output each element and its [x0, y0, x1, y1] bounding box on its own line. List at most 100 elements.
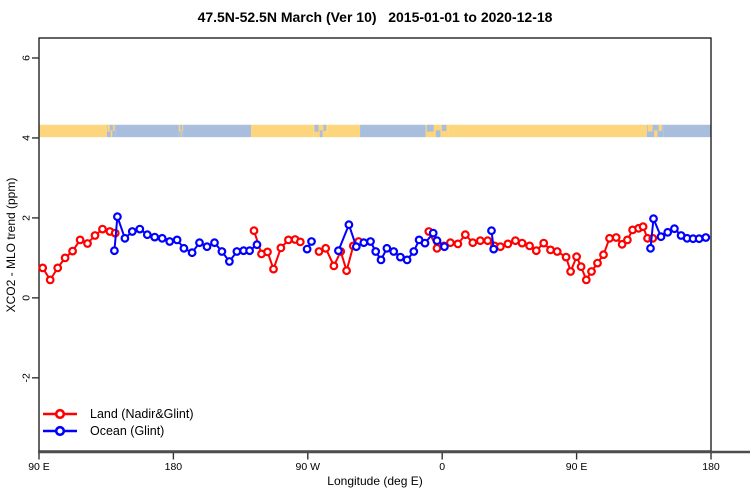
- ocean-series-point: [232, 247, 242, 256]
- ocean-series-point: [344, 220, 354, 230]
- land-series-point: [263, 247, 272, 257]
- ocean-series-point: [432, 236, 442, 246]
- land-series-point: [321, 243, 331, 253]
- land-series-point: [98, 224, 107, 234]
- land-series-marker-icon: [43, 408, 77, 419]
- land-series-point: [468, 238, 478, 248]
- ocean-series-point: [489, 244, 499, 254]
- ocean-series-point: [409, 247, 419, 256]
- x-axis-title: Longitude (deg E): [327, 474, 423, 488]
- ocean-series-point: [224, 257, 234, 266]
- ocean-series-point: [245, 246, 255, 256]
- land-series-point: [284, 235, 293, 245]
- ocean-series-point: [210, 238, 219, 248]
- ocean-series-point: [172, 235, 182, 245]
- ocean-series-point: [670, 224, 679, 234]
- land-series-point: [75, 235, 85, 245]
- ocean-series-point: [646, 243, 655, 253]
- ocean-series-point: [428, 228, 438, 238]
- band-fleck: [180, 130, 182, 138]
- land-series-point: [475, 236, 485, 246]
- band-segment-land: [251, 124, 314, 138]
- ocean-series-point: [440, 242, 449, 252]
- band-fleck: [654, 130, 658, 138]
- band-fleck: [435, 130, 441, 138]
- ocean-series-point: [307, 237, 316, 246]
- ocean-series-point: [302, 244, 312, 254]
- ocean-series-point: [109, 246, 119, 256]
- band-fleck: [647, 124, 653, 132]
- ocean-series-point: [371, 247, 381, 256]
- land-series-point: [623, 235, 632, 245]
- chart-title: 47.5N-52.5N March (Ver 10) 2015-01-01 to…: [197, 9, 553, 25]
- land-series-point: [453, 239, 463, 249]
- ocean-series-point: [420, 238, 430, 248]
- ocean-series-point: [656, 232, 666, 242]
- band-fleck: [181, 124, 183, 131]
- ocean-series-point: [112, 212, 122, 222]
- band-fleck: [178, 124, 181, 132]
- ocean-series-point: [252, 240, 262, 250]
- x-tick-label: 180: [702, 461, 720, 473]
- land-series-point: [83, 239, 92, 248]
- ocean-series-point: [649, 214, 658, 224]
- legend-item-ocean: Ocean (Glint): [41, 422, 194, 439]
- land-series-point: [572, 252, 581, 262]
- ocean-series-point: [195, 238, 204, 248]
- land-series-point: [539, 238, 549, 248]
- x-tick-label: 90 E: [566, 461, 588, 473]
- y-tick-label: 0: [21, 295, 33, 301]
- ocean-series-point: [389, 247, 399, 256]
- land-series-point: [38, 263, 48, 273]
- land-series-point: [581, 275, 591, 285]
- ocean-series-point: [187, 248, 197, 258]
- band-segment-ocean: [183, 124, 252, 138]
- x-tick-label: 0: [439, 461, 445, 473]
- ocean-series-point: [366, 237, 375, 246]
- land-series-point: [276, 243, 286, 253]
- band-fleck: [658, 124, 662, 131]
- ocean-series-point: [179, 243, 189, 253]
- ocean-series-point: [351, 242, 361, 252]
- band-segment-ocean: [115, 124, 179, 138]
- ocean-series-point: [701, 233, 711, 242]
- band-fleck: [112, 124, 115, 131]
- band-segment-land: [39, 124, 107, 138]
- band-fleck: [441, 124, 447, 131]
- band-fleck: [319, 130, 323, 138]
- ocean-series-point: [382, 243, 392, 253]
- land-series-point: [617, 239, 627, 249]
- land-series-point: [295, 237, 305, 247]
- land-series-point: [525, 241, 534, 251]
- y-axis-title: XCO2 - MLO trend (ppm): [4, 177, 18, 313]
- legend-label-land: Land (Nadir&Glint): [90, 406, 194, 421]
- band-segment-ocean: [663, 124, 711, 138]
- band-segment-land: [448, 124, 647, 138]
- band-fleck: [314, 124, 319, 132]
- legend-label-ocean: Ocean (Glint): [90, 423, 165, 438]
- ocean-series-point: [217, 247, 227, 256]
- band-segment-land: [327, 124, 361, 138]
- land-series-point: [587, 267, 596, 276]
- land-series-point: [593, 258, 602, 268]
- ocean-series-point: [663, 227, 673, 237]
- x-tick-label: 90 W: [296, 461, 321, 473]
- ocean-series-point: [150, 232, 160, 242]
- legend-item-land: Land (Nadir&Glint): [41, 405, 194, 422]
- land-series-point: [531, 246, 541, 256]
- land-series-point: [605, 233, 614, 243]
- land-series-point: [60, 253, 70, 263]
- land-series-point: [552, 247, 562, 256]
- ocean-series-point: [402, 255, 412, 265]
- land-series-point: [53, 263, 63, 273]
- x-tick-label: 180: [165, 461, 183, 473]
- land-series-point: [599, 250, 608, 260]
- ocean-series-point: [142, 230, 152, 240]
- land-series-point: [342, 266, 352, 276]
- land-series-point: [90, 231, 100, 240]
- ocean-series-point: [376, 255, 386, 265]
- land-series-point: [503, 239, 513, 249]
- ocean-series-point: [202, 242, 212, 252]
